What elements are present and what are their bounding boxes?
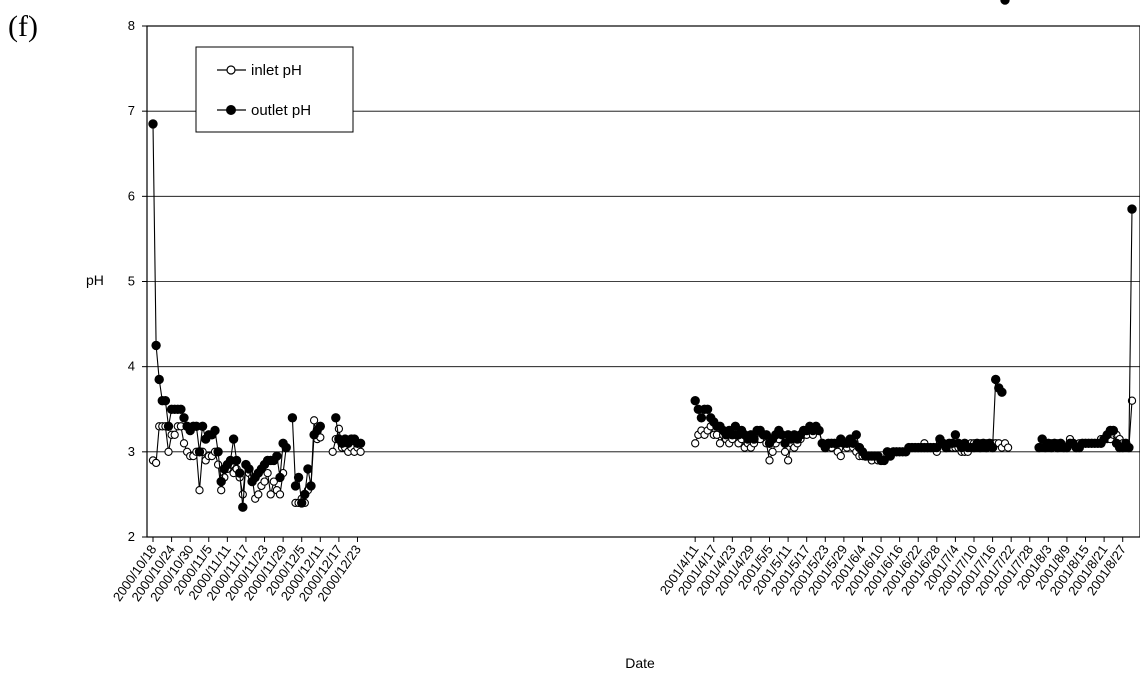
data-point [300, 489, 310, 500]
data-point [328, 447, 337, 456]
data-point [176, 404, 186, 415]
y-tick-label: 8 [128, 18, 135, 33]
data-point [702, 404, 713, 415]
legend-marker-inlet [226, 65, 236, 75]
data-point [151, 458, 161, 468]
data-point [151, 340, 161, 351]
data-point [163, 421, 174, 432]
data-point [216, 476, 226, 487]
data-point [170, 430, 179, 439]
data-point [1108, 425, 1119, 436]
data-point [213, 447, 223, 457]
y-tick-label: 6 [128, 188, 135, 203]
y-tick-label: 4 [128, 359, 135, 374]
data-point [691, 439, 700, 448]
data-point [950, 430, 961, 440]
data-point [987, 442, 998, 453]
data-point [195, 486, 204, 495]
series-group [148, 0, 1137, 512]
data-point [290, 481, 301, 491]
data-point [210, 425, 220, 436]
data-point [266, 490, 275, 499]
data-point [228, 434, 239, 444]
data-point [238, 490, 247, 499]
data-point [275, 490, 285, 499]
data-point [272, 451, 282, 461]
data-point [217, 486, 226, 495]
data-point [836, 451, 845, 461]
y-tick-label: 5 [128, 274, 135, 289]
y-axis: 2 3 4 5 6 7 8 [128, 18, 147, 544]
data-point [309, 416, 319, 425]
data-point [306, 481, 316, 491]
data-point [1127, 204, 1137, 214]
data-point [991, 374, 1001, 385]
data-point [696, 413, 707, 423]
data-point [303, 464, 313, 474]
data-point [287, 413, 298, 423]
data-point [715, 439, 725, 448]
data-point [1003, 443, 1013, 452]
legend-label-inlet: inlet pH [251, 62, 302, 79]
data-point [1124, 442, 1134, 453]
legend-marker-outlet [226, 105, 236, 115]
x-axis-title: Date [625, 655, 655, 671]
data-point [254, 490, 263, 499]
data-point [154, 374, 164, 385]
y-tick-label: 3 [128, 444, 135, 459]
data-point [179, 413, 189, 423]
data-point [334, 424, 344, 433]
data-point [281, 442, 291, 453]
data-point [263, 468, 272, 478]
data-point [148, 119, 158, 129]
data-point [234, 468, 245, 478]
panel-label: (f) [8, 10, 38, 43]
data-point [164, 447, 173, 456]
data-point [1127, 396, 1137, 405]
data-point [260, 477, 269, 486]
data-point [690, 396, 700, 406]
series-outlet [148, 0, 1137, 512]
data-point [231, 455, 242, 466]
data-point [244, 464, 254, 474]
data-point [297, 498, 307, 508]
data-point [765, 456, 774, 465]
y-tick-label: 7 [128, 103, 135, 118]
x-axis: 2000/10/182000/10/242000/10/302000/11/52… [110, 537, 1129, 604]
data-point [768, 447, 777, 456]
data-point [315, 421, 326, 432]
data-point [197, 421, 208, 432]
data-point [851, 430, 862, 440]
y-tick-label: 2 [128, 529, 135, 544]
legend-box [195, 46, 354, 133]
data-point [356, 447, 365, 456]
data-point [160, 396, 171, 406]
data-point [1000, 0, 1010, 5]
data-point [783, 456, 793, 465]
data-point [179, 439, 189, 448]
legend-label-outlet: outlet pH [251, 102, 311, 119]
data-point [355, 438, 366, 449]
data-point [749, 434, 759, 444]
y-axis-title: pH [86, 272, 104, 288]
data-point [814, 425, 824, 436]
data-point [293, 472, 304, 483]
data-point [331, 413, 341, 423]
data-point [194, 447, 205, 457]
legend: inlet pH outlet pH [195, 46, 354, 133]
data-point [275, 472, 285, 483]
data-point [997, 387, 1007, 397]
series-line [1038, 209, 1133, 450]
data-point [269, 477, 278, 486]
data-point [238, 502, 248, 512]
data-point [780, 447, 790, 456]
